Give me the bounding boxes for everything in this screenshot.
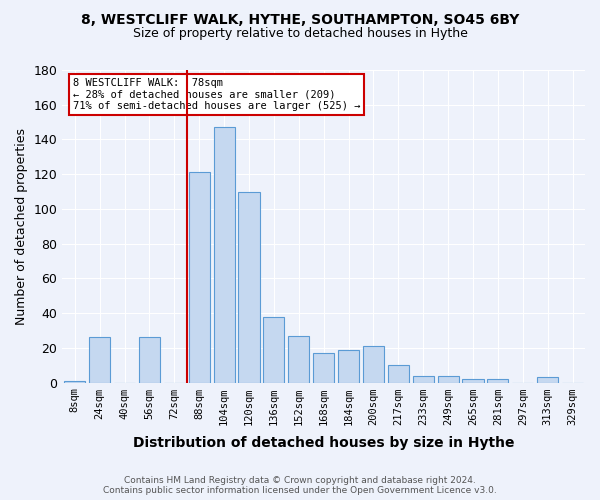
Bar — [338, 350, 359, 382]
Bar — [139, 338, 160, 382]
Bar — [214, 128, 235, 382]
Bar — [363, 346, 384, 383]
Bar — [288, 336, 310, 382]
Text: Size of property relative to detached houses in Hythe: Size of property relative to detached ho… — [133, 28, 467, 40]
Bar — [487, 379, 508, 382]
Bar — [413, 376, 434, 382]
Bar — [263, 316, 284, 382]
Y-axis label: Number of detached properties: Number of detached properties — [15, 128, 28, 325]
X-axis label: Distribution of detached houses by size in Hythe: Distribution of detached houses by size … — [133, 436, 514, 450]
Bar — [463, 379, 484, 382]
Bar — [64, 381, 85, 382]
Text: 8, WESTCLIFF WALK, HYTHE, SOUTHAMPTON, SO45 6BY: 8, WESTCLIFF WALK, HYTHE, SOUTHAMPTON, S… — [81, 12, 519, 26]
Text: 8 WESTCLIFF WALK:  78sqm
← 28% of detached houses are smaller (209)
71% of semi-: 8 WESTCLIFF WALK: 78sqm ← 28% of detache… — [73, 78, 360, 111]
Bar — [188, 172, 210, 382]
Bar — [313, 353, 334, 382]
Bar — [388, 365, 409, 382]
Text: Contains HM Land Registry data © Crown copyright and database right 2024.
Contai: Contains HM Land Registry data © Crown c… — [103, 476, 497, 495]
Bar — [238, 192, 260, 382]
Bar — [537, 378, 558, 382]
Bar — [437, 376, 458, 382]
Bar — [89, 338, 110, 382]
